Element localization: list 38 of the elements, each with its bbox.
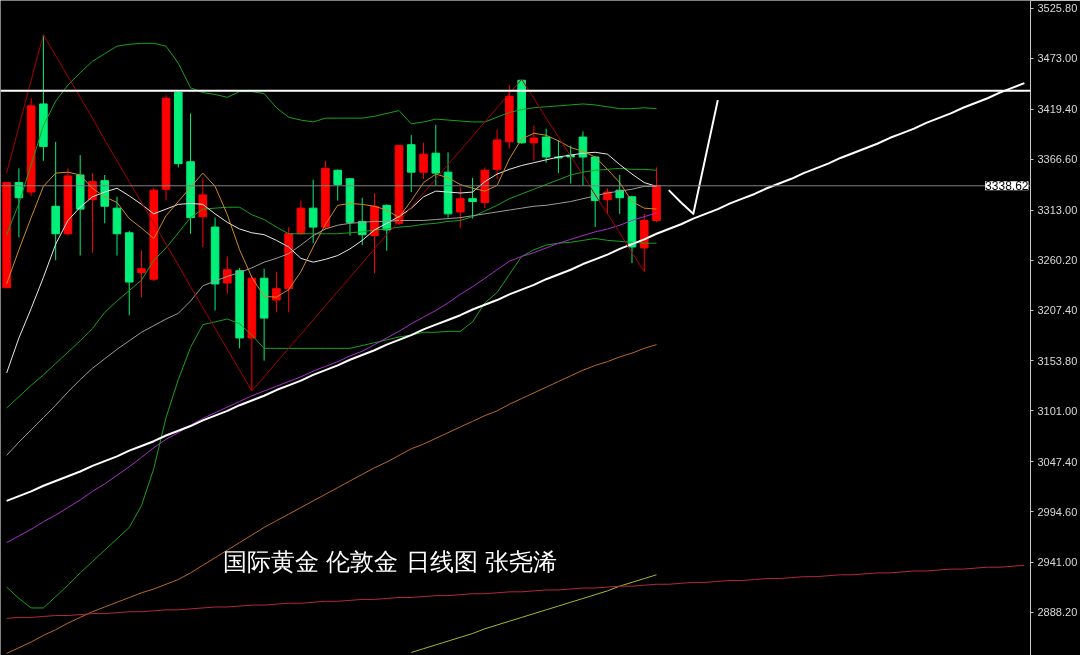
candlestick [541,128,551,164]
candlestick [198,178,208,248]
candlestick [603,187,612,215]
candlestick [456,186,465,229]
y-tick-label: 3313.00 [1037,204,1078,217]
candlestick [419,142,428,180]
annotation: 国际黄金 伦敦金 日线图 张尧浠 [222,547,558,576]
candlestick [578,130,588,186]
ref-line-label: 3338.62 [985,179,1029,194]
line-series [6,34,645,392]
y-tick-label: 3366.60 [1037,153,1078,166]
candlestick [14,167,24,239]
y-tick-label: 3207.40 [1037,304,1078,317]
line-series [6,167,658,409]
line-series [6,344,658,654]
y-tick-label: 3153.80 [1037,354,1078,367]
y-tick-label: 3419.40 [1037,103,1078,116]
line-series [410,574,658,653]
candlestick [468,177,477,220]
y-tick-label: 3525.80 [1037,2,1078,15]
line-series [6,237,658,609]
candlestick [529,125,539,162]
y-tick-label: 3101.00 [1037,404,1078,417]
y-tick-label: 2994.60 [1037,505,1078,518]
line-series [5,82,1026,502]
y-tick-label: 3473.00 [1037,52,1078,65]
candlestick [308,179,318,244]
line-series [6,42,658,236]
candlestick [137,250,146,298]
candlestick [431,124,441,186]
candlestick [223,255,232,294]
candlestick [333,168,342,202]
y-tick-label: 3260.20 [1037,254,1078,267]
y-tick-label: 2888.20 [1037,606,1078,619]
y-tick-label: 2941.00 [1037,556,1078,569]
line-series [667,99,719,215]
y-tick-label: 3047.40 [1037,455,1078,468]
candlestick [272,271,281,313]
